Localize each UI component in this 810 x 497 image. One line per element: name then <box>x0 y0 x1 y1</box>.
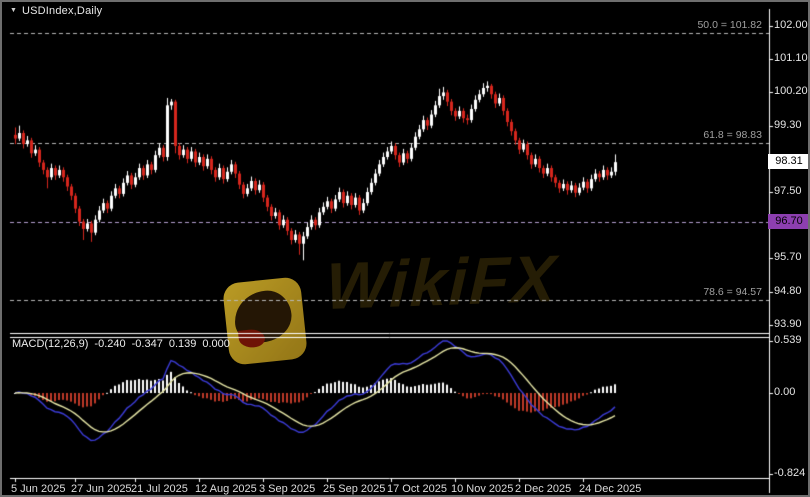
macd-name: MACD(12,26,9) <box>12 338 89 350</box>
macd-value-signal: -0.347 <box>131 338 163 350</box>
macd-value-zero: 0.000 <box>202 338 230 350</box>
symbol-title: USDIndex,Daily <box>21 5 103 17</box>
price-axis-tick: 102.00 <box>774 19 808 31</box>
price-axis-tick: 97.50 <box>774 185 802 198</box>
time-axis-tick: 21 Jul 2025 <box>131 483 188 495</box>
macd-indicator-label: MACD(12,26,9) -0.240 -0.347 0.139 0.000 <box>12 338 230 350</box>
price-axis-tick: 99.30 <box>774 118 802 131</box>
time-axis-tick: 24 Dec 2025 <box>579 483 642 495</box>
time-axis-tick: 25 Sep 2025 <box>323 483 386 495</box>
price-axis-tick: 95.70 <box>774 251 802 264</box>
price-axis-tick: 93.90 <box>774 317 802 330</box>
macd-value-main: -0.240 <box>94 338 126 350</box>
macd-axis-tick: 0.539 <box>774 334 802 346</box>
time-axis-tick: 2 Dec 2025 <box>515 483 572 495</box>
time-axis-tick: 5 Jun 2025 <box>11 483 66 495</box>
time-axis-tick: 12 Aug 2025 <box>195 483 257 495</box>
macd-value-hist: 0.139 <box>168 338 197 350</box>
time-axis-tick: 10 Nov 2025 <box>451 483 514 495</box>
price-axis-tick: 94.80 <box>774 284 802 297</box>
dropdown-arrow-icon[interactable]: ▼ <box>10 7 17 14</box>
symbol-title-bar: ▼ USDIndex,Daily <box>10 5 102 17</box>
time-axis-tick: 27 Jun 2025 <box>71 483 132 495</box>
level-price-badge: 96.70 <box>768 213 808 229</box>
current-price-badge: 98.31 <box>768 154 808 170</box>
fib-level-label: 50.0 = 101.82 <box>697 18 762 31</box>
price-axis-tick: 100.20 <box>774 85 808 98</box>
fib-level-label: 61.8 = 98.83 <box>703 128 762 141</box>
fib-level-label: 78.6 = 94.57 <box>703 286 762 299</box>
macd-axis-tick: 0.00 <box>774 386 796 398</box>
price-axis-tick: 101.10 <box>774 52 808 65</box>
time-axis-tick: 17 Oct 2025 <box>387 483 447 495</box>
time-axis-tick: 3 Sep 2025 <box>259 483 316 495</box>
macd-axis-tick: -0.824 <box>774 467 806 479</box>
